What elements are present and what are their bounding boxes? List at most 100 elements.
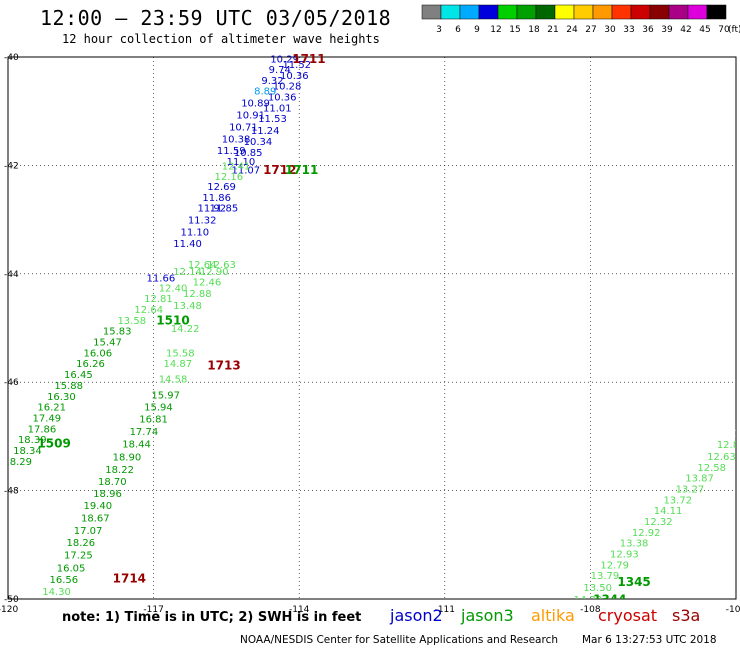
y-tick-label: -42	[4, 161, 19, 171]
colorbar-label: 27	[585, 25, 596, 35]
swh-value-jason3: 13.58	[117, 316, 146, 327]
swh-value-jason3: 17.74	[130, 427, 159, 438]
swh-value-jason2: 11.66	[147, 274, 176, 285]
colorbar-label: 21	[547, 25, 558, 35]
legend-jason2: jason2	[390, 606, 443, 625]
y-tick-label: -50	[4, 595, 19, 605]
colorbar-label: 15	[509, 25, 520, 35]
swh-value-jason3: 15.97	[151, 391, 180, 402]
swh-value-jason2: 10.29	[270, 55, 299, 66]
credit-line: NOAA/NESDIS Center for Satellite Applica…	[240, 634, 558, 646]
swh-value-jason2: 10.38	[222, 134, 251, 145]
y-tick-label: -40	[4, 53, 19, 63]
swh-value-jason2: 10.89	[241, 99, 270, 110]
chart-subtitle: 12 hour collection of altimeter wave hei…	[62, 32, 380, 46]
swh-value-jason2: 10.71	[229, 122, 258, 133]
swh-value-jason3: 18.39	[18, 435, 47, 446]
colorbar-label: 3	[436, 25, 442, 35]
swh-value-jason2: 11.10	[181, 228, 210, 239]
footnote: note: 1) Time is in UTC; 2) SWH is in fe…	[62, 610, 362, 625]
swh-value-jason2: 10.36	[268, 93, 297, 104]
swh-value-jason3: 18.29	[3, 457, 32, 468]
swh-value-jason2: 9.74	[269, 65, 291, 76]
swh-value-jason2: 11.10	[227, 157, 256, 168]
swh-value-jason3: 13.27	[676, 484, 705, 495]
swh-value-jason3: 13.79	[591, 571, 620, 582]
swh-value-jason2: 11.85	[210, 204, 239, 215]
swh-value-jason3: 14.22	[171, 324, 200, 335]
x-tick-label: -117	[143, 605, 163, 615]
x-tick-label: -111	[435, 605, 455, 615]
colorbar-label: 24	[566, 25, 578, 35]
swh-value-jason2: 11.32	[188, 216, 217, 227]
colorbar-label: 30	[604, 25, 616, 35]
swh-value-jason2: 11.59	[217, 146, 246, 157]
swh-value-jason3: 15.88	[54, 381, 83, 392]
legend-altika: altika	[531, 606, 575, 625]
pass-time-label: 1714	[113, 571, 146, 585]
swh-points: 10.299.749.328.8910.8910.9110.7110.3811.…	[3, 52, 740, 599]
swh-value-jason2: 12.69	[207, 182, 236, 193]
swh-value-jason2: 11.40	[173, 239, 202, 250]
swh-value-jason3: 16.06	[83, 348, 112, 359]
swh-value-jason3: 12.58	[697, 463, 726, 474]
swh-value-jason3: 12.41	[222, 161, 251, 172]
colorbar-label: 12	[490, 25, 501, 35]
legend-s3a: s3a	[672, 606, 701, 625]
colorbar-label: 42	[680, 25, 691, 35]
colorbar-label: 9	[474, 25, 480, 35]
colorbar-label: 70	[718, 25, 730, 35]
swh-value-jason3: 12	[734, 429, 740, 440]
swh-value-jason2: 8.89	[254, 87, 276, 98]
swh-value-jason2: 11.86	[202, 193, 231, 204]
x-tick-label: -114	[289, 605, 310, 615]
swh-value-jason3: 16.21	[37, 403, 66, 414]
pass-time-label: 1510	[156, 313, 189, 327]
swh-value-jason3: 18.34	[13, 446, 42, 457]
swh-value-jason3: 17.07	[74, 526, 103, 537]
swh-value-jason3: 16.81	[139, 415, 168, 426]
swh-value-jason3: 12.64	[134, 305, 163, 316]
swh-value-jason3: 18.26	[66, 538, 95, 549]
swh-value-jason3: 17.25	[64, 551, 93, 562]
swh-value-jason3: 12.79	[600, 560, 629, 571]
swh-value-jason3: 12.16	[215, 172, 244, 183]
swh-value-jason3: 14.11	[654, 506, 683, 517]
swh-value-jason2: 10.28	[273, 82, 302, 93]
swh-value-jason3: 13.48	[173, 301, 202, 312]
swh-value-jason2: 11.01	[263, 103, 292, 114]
legend-jason3: jason3	[461, 606, 514, 625]
swh-value-jason3: 18.67	[81, 514, 110, 525]
swh-value-jason2: 10.36	[280, 71, 309, 82]
swh-value-jason3: 14.87	[164, 359, 193, 370]
swh-value-jason3: 16.45	[64, 370, 93, 381]
swh-value-jason3: 12.14	[173, 267, 202, 278]
swh-value-jason3: 15.83	[103, 327, 132, 338]
swh-value-jason3: 14.30	[42, 587, 71, 598]
swh-value-jason3: 14.58	[159, 374, 188, 385]
colorbar-label: 45	[699, 25, 710, 35]
x-tick-label: -120	[0, 605, 18, 615]
pass-time-label: 1345	[617, 575, 650, 589]
colorbar-label: 36	[642, 25, 654, 35]
swh-value-jason3: 12.81	[717, 440, 740, 451]
colorbar-swatch	[706, 4, 727, 20]
y-tick-label: -46	[4, 378, 19, 388]
colorbar-label: 18	[528, 25, 540, 35]
x-tick-label: -108	[580, 605, 601, 615]
swh-value-jason3: 12.90	[200, 267, 229, 278]
swh-value-jason3: 12.40	[159, 283, 188, 294]
swh-value-jason3: 12.63	[207, 260, 236, 271]
swh-value-jason3: 12.64	[188, 260, 217, 271]
swh-value-jason2: 10.34	[244, 137, 273, 148]
swh-value-jason3: 13.38	[620, 539, 649, 550]
x-tick-label: -105	[726, 605, 740, 615]
swh-value-jason3: 12.88	[183, 289, 212, 300]
chart-title: 12:00 – 23:59 UTC 03/05/2018	[40, 6, 392, 30]
pass-time-label: 1712	[263, 163, 296, 177]
swh-value-jason3: 18.90	[113, 452, 142, 463]
swh-value-jason3: 15.58	[166, 348, 195, 359]
swh-value-jason3: 13.87	[685, 474, 714, 485]
